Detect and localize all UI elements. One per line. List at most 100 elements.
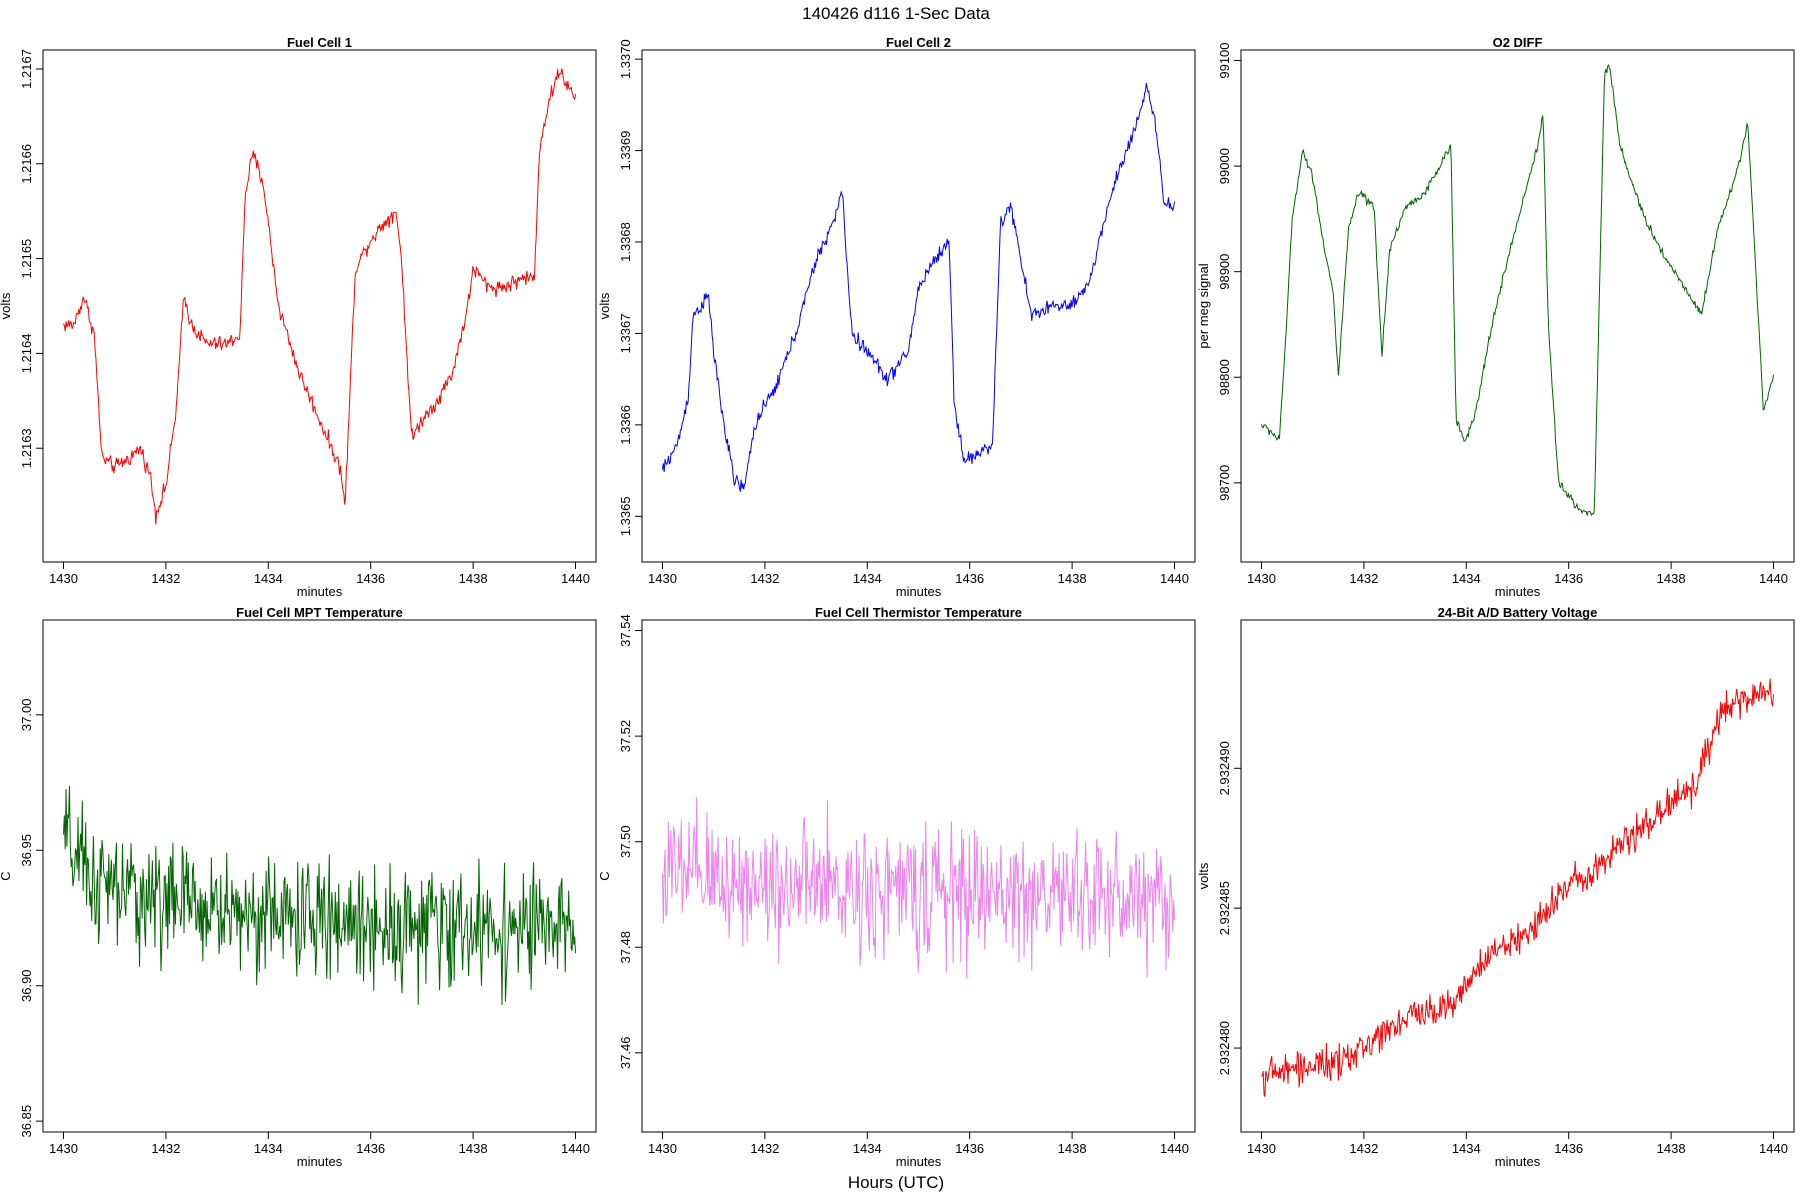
- y-axis-label: C: [0, 871, 13, 880]
- x-tick-label: 1440: [561, 1141, 590, 1156]
- x-tick-label: 1430: [1247, 571, 1276, 586]
- x-tick-label: 1438: [1657, 571, 1686, 586]
- panel-2: Fuel Cell 2 1430 1432 1434 1436 1438 1440 minut…: [597, 35, 1196, 599]
- panel-title: Fuel Cell 2: [886, 35, 951, 50]
- y-tick-label: 1.3368: [618, 222, 633, 262]
- y-axis-label: volts: [597, 292, 612, 319]
- y-axis-label: volts: [0, 292, 13, 319]
- x-tick-label: 1434: [254, 1141, 283, 1156]
- y-tick-label: 2.932480: [1217, 1021, 1232, 1075]
- y-tick-label: 1.2167: [19, 49, 34, 89]
- series-line: [62, 785, 577, 1005]
- x-tick-label: 1438: [1058, 1141, 1087, 1156]
- x-axis-label: minutes: [896, 1154, 942, 1169]
- y-tick-label: 37.00: [19, 699, 34, 732]
- figure-xlabel: Hours (UTC): [848, 1173, 944, 1192]
- y-tick-label: 1.2166: [19, 144, 34, 184]
- y-tick-label: 36.95: [19, 834, 34, 867]
- y-tick-label: 1.2164: [19, 334, 34, 374]
- series-line: [661, 796, 1176, 980]
- panel-3: O2 DIFF 1430 1432 1434 1436 1438 1440 minutes 98…: [1196, 35, 1795, 599]
- x-axis-label: minutes: [1495, 1154, 1541, 1169]
- panel-title: O2 DIFF: [1493, 35, 1543, 50]
- y-tick-label: 36.85: [19, 1105, 34, 1138]
- x-tick-label: 1436: [356, 1141, 385, 1156]
- x-tick-label: 1430: [648, 571, 677, 586]
- x-tick-label: 1432: [750, 1141, 779, 1156]
- y-tick-label: 1.2163: [19, 428, 34, 468]
- x-tick-label: 1434: [1452, 571, 1481, 586]
- panels: Fuel Cell 1 1430 1432 1434 1436 1438 1440 minut…: [0, 35, 1795, 1169]
- x-tick-label: 1430: [49, 1141, 78, 1156]
- plot-frame: [1240, 619, 1795, 1133]
- x-tick-label: 1430: [49, 571, 78, 586]
- x-tick-label: 1432: [151, 571, 180, 586]
- y-tick-label: 2.932490: [1217, 741, 1232, 795]
- x-axis-label: minutes: [297, 584, 343, 599]
- panel-title: Fuel Cell Thermistor Temperature: [815, 605, 1022, 620]
- series-line: [661, 82, 1176, 492]
- y-tick-label: 2.932485: [1217, 881, 1232, 935]
- y-tick-label: 36.90: [19, 969, 34, 1002]
- x-tick-label: 1434: [853, 571, 882, 586]
- x-tick-label: 1440: [1759, 1141, 1788, 1156]
- series-line: [63, 68, 577, 525]
- plot-frame: [641, 49, 1196, 563]
- x-tick-label: 1436: [955, 1141, 984, 1156]
- y-axis-label: per meg signal: [1196, 263, 1211, 348]
- x-tick-label: 1434: [853, 1141, 882, 1156]
- plot-frame: [641, 619, 1196, 1133]
- x-tick-label: 1432: [1349, 571, 1378, 586]
- y-tick-label: 1.3367: [618, 314, 633, 354]
- x-tick-label: 1438: [459, 571, 488, 586]
- y-tick-label: 37.52: [618, 720, 633, 753]
- plot-frame: [1240, 49, 1795, 563]
- x-tick-label: 1438: [1657, 1141, 1686, 1156]
- panel-4: Fuel Cell MPT Temperature 1430 1432 1434 143…: [0, 605, 597, 1169]
- x-tick-label: 1434: [1452, 1141, 1481, 1156]
- x-tick-label: 1440: [1160, 1141, 1189, 1156]
- series-line: [1261, 678, 1775, 1097]
- y-tick-label: 1.3369: [618, 131, 633, 171]
- x-tick-label: 1440: [561, 571, 590, 586]
- panel-6: 24-Bit A/D Battery Voltage 1430 1432 1434 14…: [1196, 605, 1795, 1169]
- x-axis-label: minutes: [297, 1154, 343, 1169]
- y-tick-label: 98700: [1217, 465, 1232, 501]
- x-tick-label: 1440: [1160, 571, 1189, 586]
- y-tick-label: 99000: [1217, 148, 1232, 184]
- x-tick-label: 1430: [1247, 1141, 1276, 1156]
- y-tick-label: 37.54: [618, 614, 633, 647]
- y-tick-label: 1.3365: [618, 496, 633, 536]
- x-axis-label: minutes: [896, 584, 942, 599]
- x-tick-label: 1436: [356, 571, 385, 586]
- panel-5: Fuel Cell Thermistor Temperature 1430 1432…: [597, 605, 1196, 1169]
- x-tick-label: 1432: [151, 1141, 180, 1156]
- y-tick-label: 98900: [1217, 254, 1232, 290]
- plot-frame: [42, 619, 597, 1133]
- plot-frame: [42, 49, 597, 563]
- y-tick-label: 98800: [1217, 359, 1232, 395]
- y-tick-label: 1.2165: [19, 239, 34, 279]
- x-tick-label: 1438: [1058, 571, 1087, 586]
- panel-title: 24-Bit A/D Battery Voltage: [1438, 605, 1598, 620]
- x-axis-label: minutes: [1495, 584, 1541, 599]
- x-tick-label: 1434: [254, 571, 283, 586]
- panel-1: Fuel Cell 1 1430 1432 1434 1436 1438 1440 minut…: [0, 35, 597, 599]
- x-tick-label: 1436: [955, 571, 984, 586]
- y-tick-label: 1.3370: [618, 39, 633, 79]
- x-tick-label: 1440: [1759, 571, 1788, 586]
- panel-title: Fuel Cell 1: [287, 35, 352, 50]
- y-tick-label: 1.3366: [618, 405, 633, 445]
- y-axis-label: C: [597, 871, 612, 880]
- y-axis-label: volts: [1196, 862, 1211, 889]
- y-tick-label: 37.48: [618, 931, 633, 964]
- x-tick-label: 1436: [1554, 571, 1583, 586]
- y-tick-label: 37.50: [618, 825, 633, 858]
- series-line: [1261, 64, 1775, 517]
- x-tick-label: 1436: [1554, 1141, 1583, 1156]
- panel-title: Fuel Cell MPT Temperature: [236, 605, 403, 620]
- x-tick-label: 1432: [750, 571, 779, 586]
- x-tick-label: 1432: [1349, 1141, 1378, 1156]
- x-tick-label: 1430: [648, 1141, 677, 1156]
